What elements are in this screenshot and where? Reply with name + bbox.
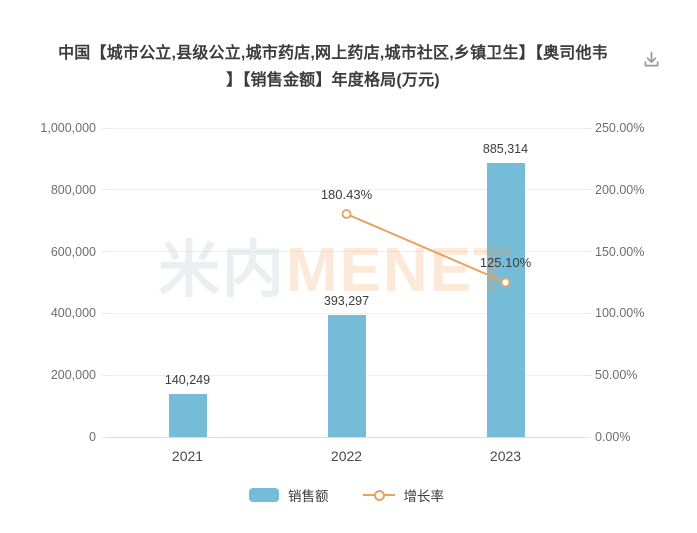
bar-series-swatch: [249, 488, 279, 502]
legend-label-growth: 增长率: [403, 489, 445, 504]
growth-value-label: 180.43%: [320, 186, 373, 202]
gridline: [108, 312, 585, 314]
x-axis-label-2023: 2023: [489, 448, 522, 464]
bar-value-label-2021: 140,249: [164, 372, 211, 387]
x-axis-label-2022: 2022: [330, 448, 363, 464]
legend: 销售额 增长率: [108, 485, 585, 505]
right-axis-tick-label: 100.00%: [595, 306, 645, 321]
right-axis-tick-label: 0.00%: [595, 430, 631, 444]
left-axis-tick: [102, 312, 108, 314]
gridline: [108, 127, 585, 129]
chart-title-line2: 】【销售金额】年度格局(万元): [226, 72, 440, 89]
right-axis-tick: [585, 436, 591, 438]
gridline: [108, 189, 585, 191]
left-axis-tick-label: 600,000: [50, 244, 96, 259]
gridline: [108, 251, 585, 253]
right-axis-tick-label: 200.00%: [595, 182, 645, 197]
left-axis-tick: [102, 374, 108, 376]
chart-title: 中国【城市公立,县级公立,城市药店,网上药店,城市社区,乡镇卫生】【奥司他韦 】…: [30, 40, 636, 94]
bar-value-label-2023: 885,314: [482, 142, 529, 157]
right-axis-tick-label: 50.00%: [595, 368, 638, 383]
bar-value-label-2022: 393,297: [323, 294, 370, 309]
growth-point-marker: [500, 277, 511, 288]
left-axis-tick: [102, 436, 108, 438]
right-axis-tick-label: 250.00%: [595, 121, 645, 135]
left-axis-tick: [102, 251, 108, 253]
growth-value-label: 125.10%: [479, 255, 532, 271]
legend-item-growth[interactable]: 增长率: [362, 485, 445, 505]
bar-2022: [327, 315, 366, 437]
download-icon[interactable]: [638, 46, 664, 72]
line-series-swatch: [362, 488, 395, 502]
right-axis-tick: [585, 374, 591, 376]
right-axis-tick-label: 150.00%: [595, 244, 645, 259]
right-axis-tick: [585, 312, 591, 314]
bar-2023: [486, 163, 525, 437]
growth-point-marker: [341, 209, 352, 219]
x-axis-line: [108, 436, 585, 438]
right-axis-tick: [585, 251, 591, 253]
chart-title-line1: 中国【城市公立,县级公立,城市药店,网上药店,城市社区,乡镇卫生】【奥司他韦: [58, 45, 608, 62]
legend-label-sales: 销售额: [288, 489, 329, 504]
left-axis-tick-label: 0: [89, 430, 96, 444]
growth-line-layer: [341, 209, 511, 288]
bar-2021: [168, 393, 207, 437]
left-axis-tick-label: 1,000,000: [40, 121, 96, 135]
left-axis-tick-label: 800,000: [50, 182, 96, 197]
left-axis-tick: [102, 189, 108, 191]
left-axis-tick-label: 400,000: [50, 306, 96, 321]
legend-item-sales[interactable]: 销售额: [249, 485, 329, 505]
plot-area: 米内MENET 0 0.00% 200,000 50.00% 400,000 100.00…: [40, 121, 644, 464]
growth-line: [346, 213, 506, 284]
left-axis-tick: [102, 127, 108, 129]
x-axis-label-2021: 2021: [171, 448, 204, 464]
left-axis-tick-label: 200,000: [50, 368, 96, 383]
right-axis-tick: [585, 189, 591, 191]
right-axis-tick: [585, 127, 591, 129]
